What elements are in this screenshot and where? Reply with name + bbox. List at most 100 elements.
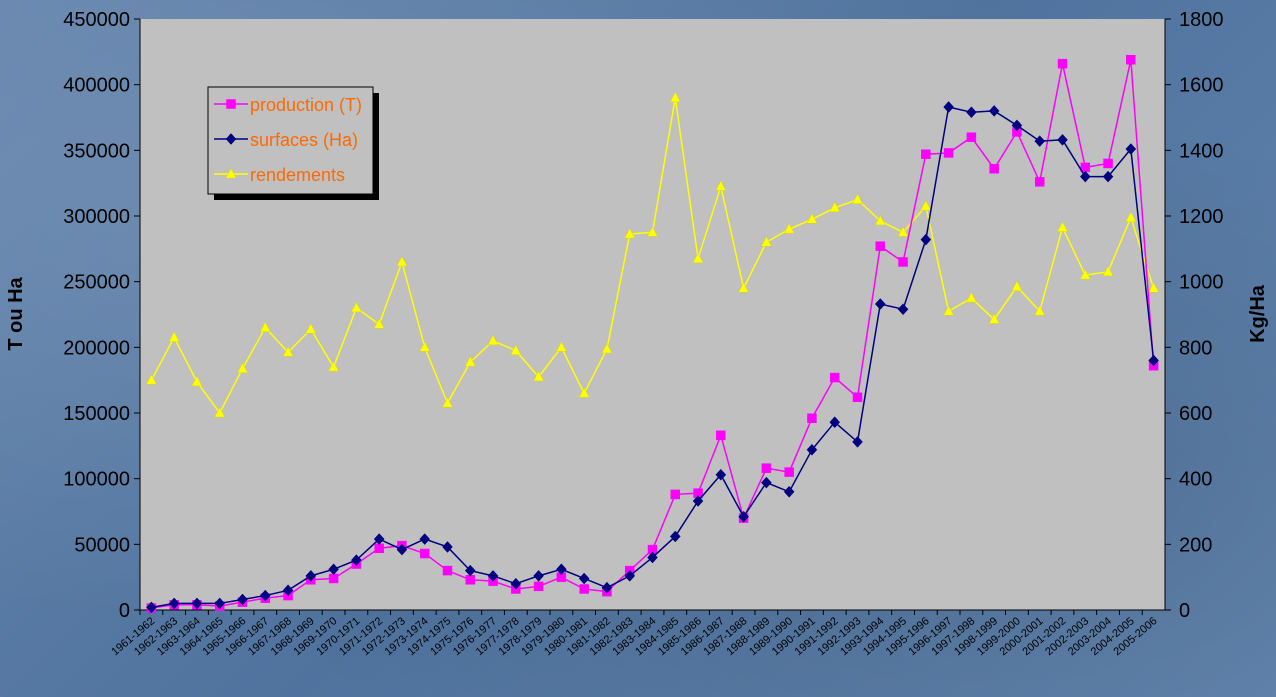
series-1-point xyxy=(510,577,522,590)
y-tick-label: 450000 xyxy=(63,9,130,31)
series-2-point xyxy=(191,375,203,387)
series-2-point xyxy=(874,214,886,226)
series-2-point xyxy=(943,305,955,316)
series-1-point xyxy=(761,476,772,489)
series-2-point xyxy=(1079,269,1091,280)
series-0-point xyxy=(579,584,589,594)
series-1-point xyxy=(578,572,590,585)
series-2-point xyxy=(1034,305,1046,316)
series-1-point xyxy=(966,106,977,119)
series-0-point xyxy=(716,430,726,441)
series-1-point xyxy=(943,101,954,113)
series-0-point xyxy=(921,149,931,160)
legend-label: production (T) xyxy=(250,95,362,115)
series-1-point xyxy=(328,563,339,576)
series-0-point xyxy=(989,163,999,174)
series-1-point xyxy=(920,233,932,246)
series-1-point xyxy=(237,593,248,606)
series-1-point xyxy=(829,416,841,429)
series-1 xyxy=(146,101,1159,614)
series-0-point xyxy=(852,392,863,402)
series-2-point xyxy=(464,356,476,367)
series-0-point xyxy=(533,581,544,592)
series-2-point xyxy=(373,318,385,329)
y2-tick-label: 600 xyxy=(1179,403,1212,425)
legend-label: surfaces (Ha) xyxy=(250,130,358,150)
series-2-point xyxy=(715,180,727,191)
series-1-point xyxy=(715,468,727,481)
series-2-point xyxy=(168,331,180,342)
y2-tick-label: 1000 xyxy=(1179,272,1224,294)
series-1-point xyxy=(897,303,909,316)
series-0-point xyxy=(419,548,430,559)
series-0-point xyxy=(465,575,476,585)
y2-tick-label: 200 xyxy=(1179,534,1212,556)
series-1-point xyxy=(874,298,886,310)
y2-axis-title: Kg/Ha xyxy=(1247,284,1269,343)
series-1-point xyxy=(692,495,704,507)
series-1-point xyxy=(1102,170,1114,183)
y-axis-title: T ou Ha xyxy=(5,276,27,350)
series-1-point xyxy=(487,569,499,582)
series-1-point xyxy=(806,443,818,456)
series-1-point xyxy=(259,589,271,602)
series-1-point xyxy=(168,597,180,610)
series-2-point xyxy=(533,370,545,382)
legend-label: rendements xyxy=(250,165,345,185)
series-2-point xyxy=(965,292,977,303)
series-2-point xyxy=(988,313,1000,324)
series-1-point xyxy=(1125,143,1137,155)
series-1-point xyxy=(783,485,795,498)
series-2-point xyxy=(214,406,226,418)
series-0-point xyxy=(943,148,954,158)
series-0-point xyxy=(898,257,908,267)
series-0-point xyxy=(442,565,453,576)
series-2-point xyxy=(852,193,863,204)
series-0-point xyxy=(670,489,681,500)
series-2-point xyxy=(145,374,157,385)
series-2-point xyxy=(1125,211,1137,222)
series-1-point xyxy=(214,597,226,610)
series-1-point xyxy=(738,510,749,523)
series-2-point xyxy=(738,282,750,293)
series-0-point xyxy=(784,467,794,477)
legend: production (T) surfaces (Ha) rendements xyxy=(207,86,379,200)
series-2-point xyxy=(237,362,248,373)
series-1-point xyxy=(146,601,157,614)
series-2-point xyxy=(555,341,567,352)
series-0-point xyxy=(829,372,840,383)
y-tick-label: 150000 xyxy=(63,403,130,425)
series-1-point xyxy=(852,436,863,448)
series-1-point xyxy=(647,551,658,564)
y2-tick-label: 1600 xyxy=(1179,75,1224,97)
series-1-point xyxy=(1079,170,1091,183)
series-1-point xyxy=(419,533,431,545)
series-0-point xyxy=(328,573,339,584)
series-2-point xyxy=(1148,282,1160,293)
series-1-point xyxy=(351,554,362,566)
series-2 xyxy=(145,91,1160,418)
series-2-point xyxy=(897,226,909,237)
legend-swatch-marker xyxy=(225,133,237,145)
y2-tick-label: 800 xyxy=(1179,337,1212,359)
series-2-point xyxy=(305,323,317,334)
series-0-point xyxy=(1103,158,1113,169)
y-tick-label: 200000 xyxy=(63,337,130,359)
series-2-point xyxy=(578,387,590,398)
y2-tick-label: 1800 xyxy=(1179,9,1224,31)
series-0-point xyxy=(1034,177,1045,187)
series-2-point xyxy=(783,223,795,234)
series-2-point xyxy=(1011,280,1023,291)
series-2-point xyxy=(829,201,841,213)
series-2-point xyxy=(442,397,453,408)
series-2-point xyxy=(1057,221,1068,232)
y-tick-label: 100000 xyxy=(63,469,130,491)
series-1-point xyxy=(1011,119,1023,132)
series-2-point xyxy=(1102,265,1114,277)
series-0-point xyxy=(1126,54,1136,65)
series-2-point xyxy=(806,213,818,224)
y-tick-label: 400000 xyxy=(63,75,130,97)
series-0-point xyxy=(374,543,384,554)
series-2-point xyxy=(692,252,704,263)
